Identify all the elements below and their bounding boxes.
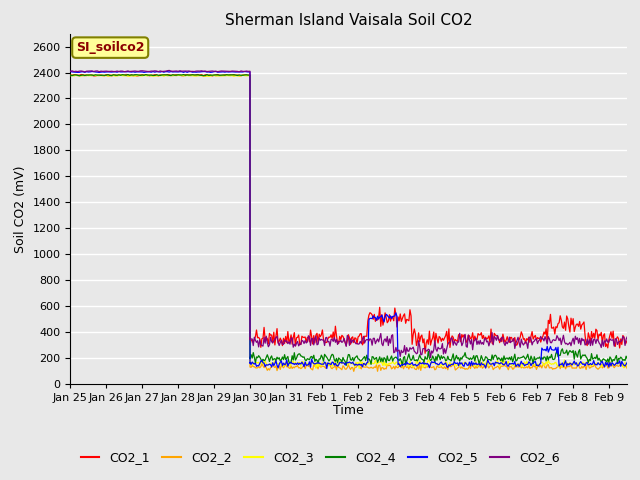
Y-axis label: Soil CO2 (mV): Soil CO2 (mV) <box>14 165 27 252</box>
Title: Sherman Island Vaisala Soil CO2: Sherman Island Vaisala Soil CO2 <box>225 13 472 28</box>
X-axis label: Time: Time <box>333 405 364 418</box>
Legend: CO2_1, CO2_2, CO2_3, CO2_4, CO2_5, CO2_6: CO2_1, CO2_2, CO2_3, CO2_4, CO2_5, CO2_6 <box>76 446 564 469</box>
Text: SI_soilco2: SI_soilco2 <box>76 41 145 54</box>
